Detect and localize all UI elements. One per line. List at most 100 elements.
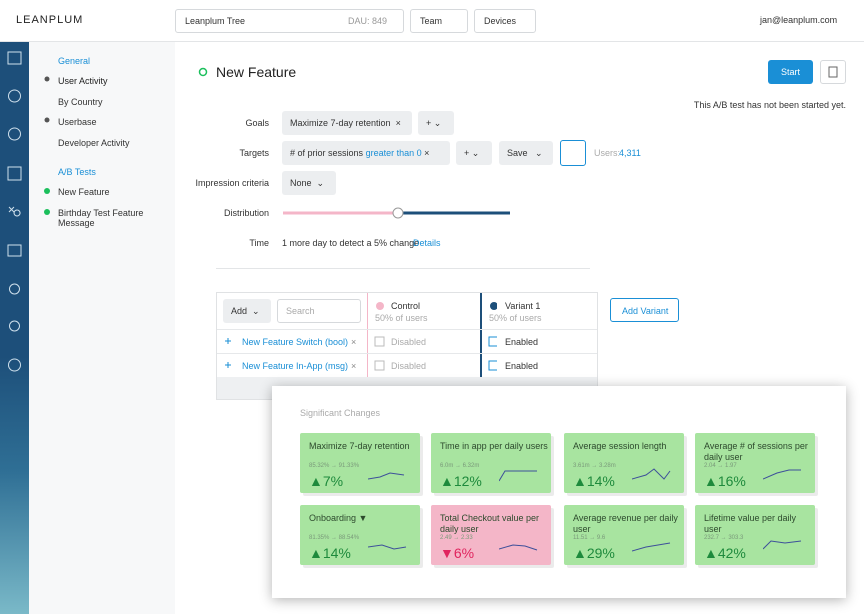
sparkline <box>499 470 537 482</box>
details-link[interactable]: Details <box>413 238 441 248</box>
card-title: Time in app per daily users <box>440 441 548 451</box>
card-value: 29% <box>586 545 615 561</box>
change-card[interactable]: Onboarding ▼ 81.35% → 88.54% ▲14% <box>300 505 420 565</box>
nav-item[interactable]: Userbase <box>58 117 97 127</box>
start-label: Start <box>781 67 801 77</box>
nav-item[interactable]: Birthday Test Feature Message <box>58 208 144 228</box>
nav-item[interactable]: By Country <box>58 97 103 107</box>
card-title: Lifetime value per daily user <box>704 513 797 534</box>
table-icons <box>225 302 497 371</box>
target-field: # of prior sessions <box>290 148 364 158</box>
distribution-slider[interactable] <box>280 205 520 221</box>
changes-title: Significant Changes <box>300 408 381 418</box>
card-value: 14% <box>586 473 615 489</box>
nav-item[interactable]: Developer Activity <box>58 138 130 148</box>
col-line <box>367 293 368 377</box>
sparkline <box>763 469 801 480</box>
status-dot <box>198 67 208 77</box>
target-chip[interactable]: # of prior sessions greater than 0 × <box>282 141 450 165</box>
change-card[interactable]: Total Checkout value per daily user 2.49… <box>431 505 551 565</box>
card-title: Maximize 7-day retention <box>309 441 410 451</box>
distribution-label: Distribution <box>223 208 269 218</box>
trash-icon <box>828 66 838 78</box>
card-arrow: ▲ <box>309 473 323 489</box>
devices: Devices <box>484 16 517 26</box>
card-arrow: ▲ <box>309 545 323 561</box>
save-button[interactable]: Save ⌄ <box>499 141 553 165</box>
sparkline <box>368 544 407 550</box>
card-value: 6% <box>453 545 475 561</box>
sparkline <box>368 472 405 480</box>
row-line <box>217 353 597 354</box>
sparkline <box>499 544 538 551</box>
targets-label: Targets <box>239 148 269 158</box>
feature-name[interactable]: New Feature In-App (msg) <box>242 361 349 371</box>
nav-item[interactable]: User Activity <box>58 76 108 86</box>
search-box[interactable]: Search <box>277 299 361 323</box>
sparkline <box>632 468 671 480</box>
magnet-button[interactable] <box>560 140 586 166</box>
team: Team <box>420 16 443 26</box>
card-arrow: ▲ <box>440 473 454 489</box>
card-range: 85.32% → 91.33% <box>309 463 360 469</box>
change-card[interactable]: Maximize 7-day retention 85.32% → 91.33%… <box>300 433 420 493</box>
nav-item[interactable]: A/B Tests <box>58 167 96 177</box>
card-title: Onboarding ▼ <box>309 513 368 523</box>
user-menu[interactable]: jan@leanplum.com <box>760 15 838 25</box>
change-card[interactable]: Lifetime value per daily user 232.7 → 30… <box>695 505 815 565</box>
status-text: This A/B test has not been started yet. <box>693 100 846 110</box>
card-change: ▲29% <box>573 545 615 561</box>
goal-chip[interactable]: Maximize 7-day retention × <box>282 111 412 135</box>
card-range: 232.7 → 303.3 <box>704 535 744 541</box>
variant-state: Enabled <box>505 337 539 347</box>
variant-name: Variant 1 <box>505 301 541 311</box>
remove-x[interactable]: × <box>351 337 357 347</box>
change-card[interactable]: Average # of sessions per daily user 2.0… <box>695 433 815 493</box>
add-variant-button[interactable]: Add Variant <box>610 298 679 322</box>
card-change: ▲42% <box>704 545 746 561</box>
sparkline <box>632 542 671 552</box>
nav-bullets <box>44 76 50 215</box>
add-goal[interactable]: + ⌄ <box>418 111 454 135</box>
change-card[interactable]: Time in app per daily users 6.0m → 6.32m… <box>431 433 551 493</box>
goal-value: Maximize 7-day retention <box>290 118 391 128</box>
app-select[interactable]: Leanplum Tree DAU: 849 <box>175 9 404 33</box>
nav-item[interactable]: New Feature <box>58 187 110 197</box>
add-variant-label: Add Variant <box>622 306 669 316</box>
add-target-label: + <box>464 148 470 158</box>
add-button[interactable]: Add ⌄ <box>223 299 271 323</box>
change-card[interactable]: Average session length 3.61m → 3.28m ▲14… <box>564 433 684 493</box>
card-title: Average # of sessions per daily user <box>704 441 808 462</box>
users-count: 4,311 <box>619 148 641 158</box>
devices-button[interactable]: Devices <box>474 9 536 33</box>
delete-button[interactable] <box>820 60 846 84</box>
card-range: 2.04 → 1.97 <box>704 463 737 469</box>
feature-name[interactable]: New Feature Switch (bool) <box>242 337 349 347</box>
card-value: 14% <box>322 545 351 561</box>
card-value: 42% <box>717 545 746 561</box>
card-value: 16% <box>717 473 746 489</box>
team-button[interactable]: Team <box>410 9 468 33</box>
card-range: 2.49 → 2.33 <box>440 535 473 541</box>
card-value: 7% <box>322 473 344 489</box>
card-range: 81.35% → 88.54% <box>309 535 360 541</box>
time-label: Time <box>249 238 269 248</box>
row-line <box>217 329 597 330</box>
card-change: ▼6% <box>440 545 474 561</box>
dau: DAU: 849 <box>348 16 388 26</box>
card-range: 11.51 → 9.6 <box>573 535 606 541</box>
nav-item[interactable]: General <box>58 56 91 66</box>
change-card[interactable]: Average revenue per daily user 11.51 → 9… <box>564 505 684 565</box>
page-title: New Feature <box>216 64 297 80</box>
start-button[interactable]: Start <box>768 60 813 84</box>
nav-icons <box>7 51 22 372</box>
add-goal-label: + <box>426 118 432 128</box>
target-condition: greater than 0 <box>365 148 422 158</box>
add-target[interactable]: + ⌄ <box>456 141 492 165</box>
search-placeholder: Search <box>286 306 315 316</box>
remove-x[interactable]: × <box>351 361 357 371</box>
card-change: ▲16% <box>704 473 746 489</box>
changes-panel: Significant Changes Maximize 7-day reten… <box>272 386 846 598</box>
header: LEANPLUM Leanplum Tree DAU: 849 Team Dev… <box>0 0 864 42</box>
impression-select[interactable]: None ⌄ <box>282 171 336 195</box>
